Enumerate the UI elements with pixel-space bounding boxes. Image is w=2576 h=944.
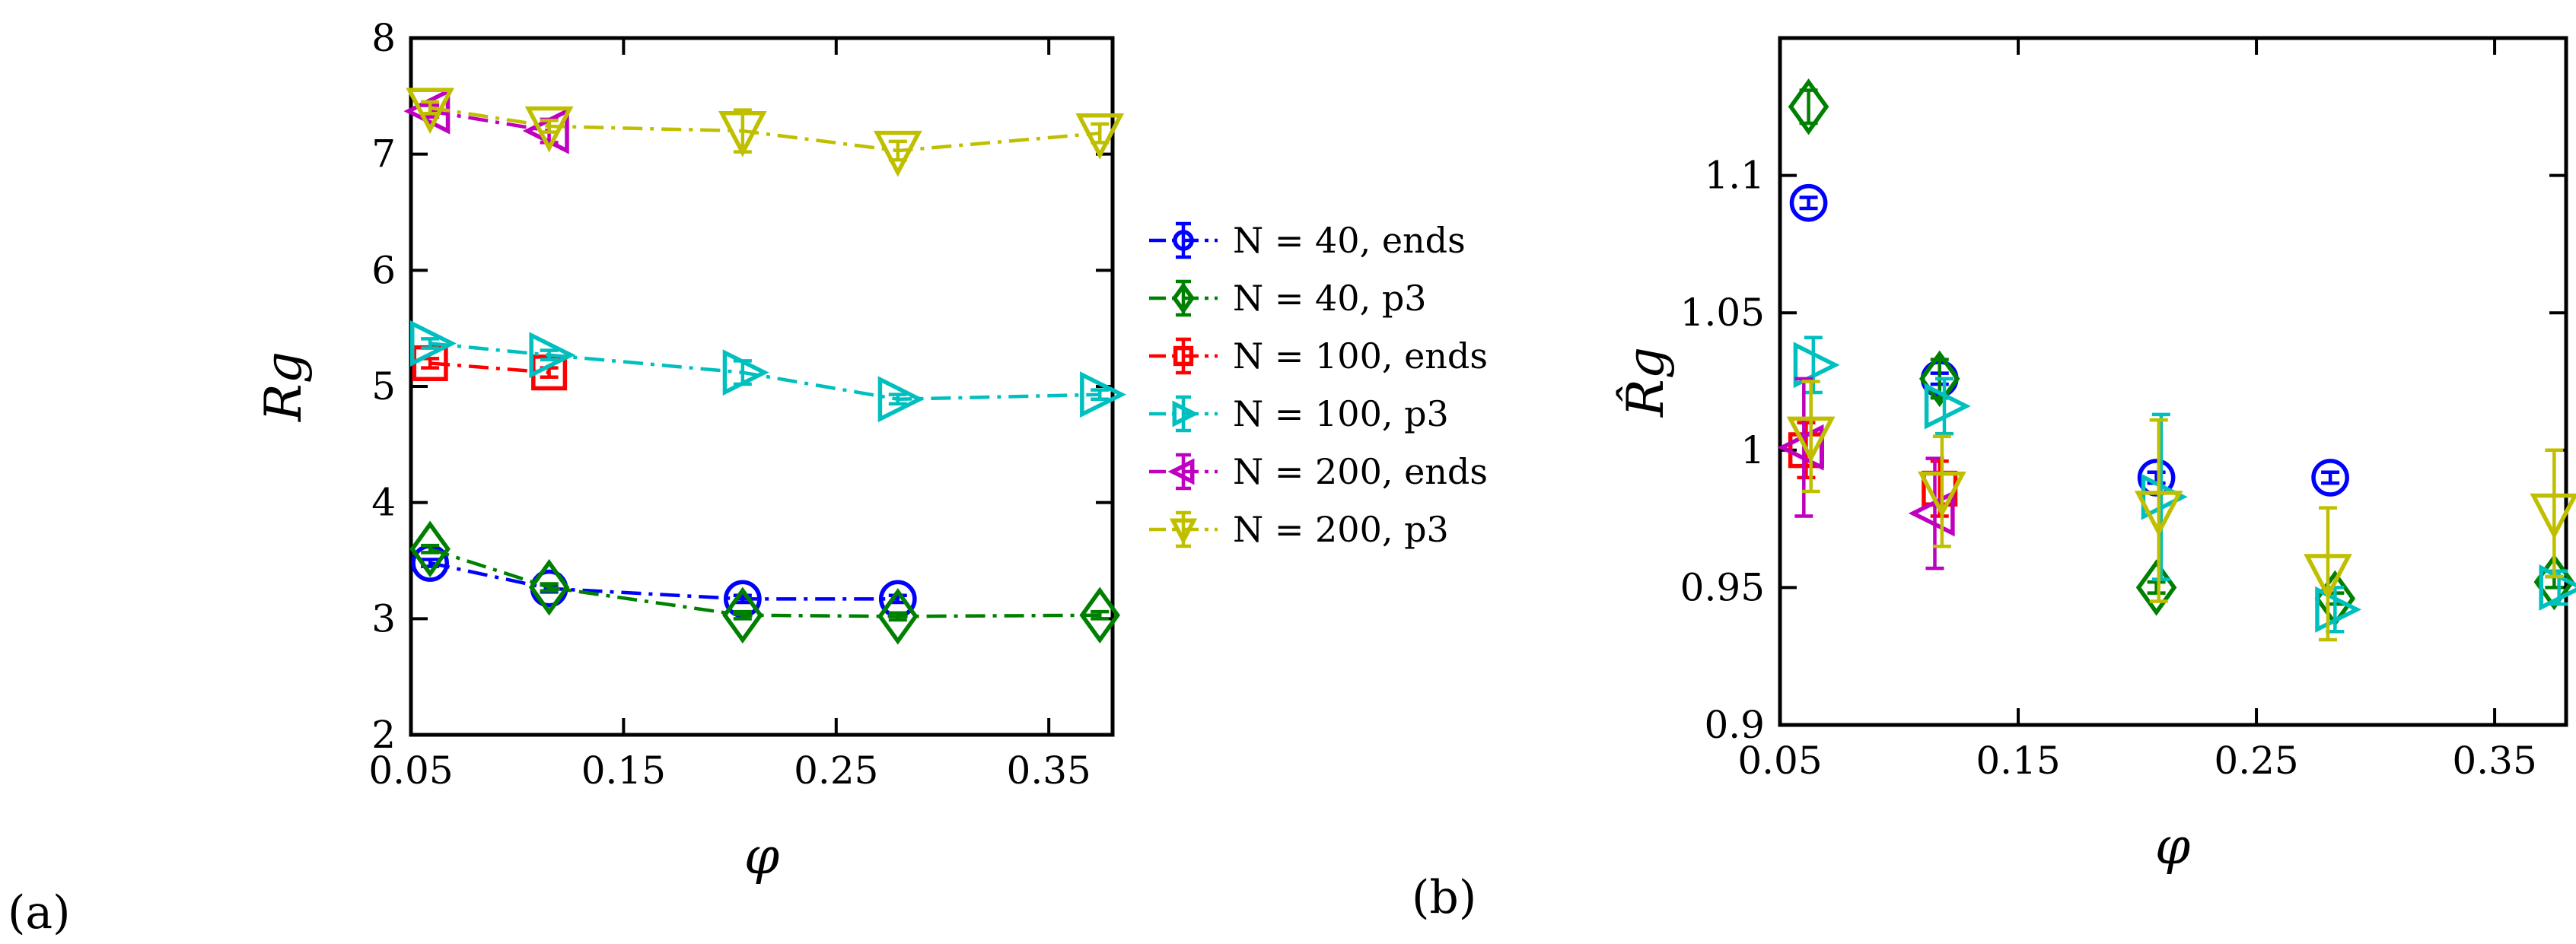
legend-label: N = 200, ends — [1233, 451, 1488, 492]
data-point — [722, 586, 763, 644]
legend-entry: N = 200, p3 — [1149, 509, 1449, 550]
y-axis-label: Rg — [254, 351, 313, 422]
y-tick-label: 0.95 — [1680, 565, 1765, 609]
legend-marker — [1173, 230, 1194, 251]
legend-label: N = 200, p3 — [1233, 509, 1449, 550]
y-tick-label: 6 — [371, 248, 396, 292]
data-point — [722, 349, 769, 396]
x-tick-label: 0.35 — [2452, 739, 2536, 783]
series-square — [1788, 421, 1958, 518]
series-triangle-right — [409, 320, 1126, 423]
data-point — [718, 110, 767, 157]
series-diamond — [409, 520, 1121, 645]
data-point — [2141, 473, 2188, 520]
data-point — [2304, 554, 2352, 600]
x-tick-label: 0.35 — [1007, 749, 1091, 793]
x-tick-label: 0.05 — [368, 749, 453, 793]
data-point — [2134, 491, 2183, 537]
data-point — [2311, 459, 2349, 497]
legend-entry: N = 200, ends — [1149, 451, 1488, 492]
y-tick-label: 4 — [371, 481, 396, 525]
data-point — [524, 106, 574, 153]
legend-marker — [1169, 518, 1198, 545]
series-triangle-right — [1793, 335, 2576, 634]
y-tick-label: 5 — [371, 364, 396, 408]
data-point — [1924, 383, 1971, 430]
y-tick-label: 1.05 — [1680, 291, 1765, 335]
series-line — [429, 547, 1100, 618]
legend-entry: N = 40, p3 — [1149, 278, 1427, 319]
chart-panel-a: 0.05 0.15 0.25 0.35 2 3 4 5 6 7 8 φ Rg — [254, 16, 1126, 885]
data-point — [406, 87, 454, 135]
plot-frame — [1778, 36, 2568, 727]
y-tick-label: 1.1 — [1704, 154, 1765, 198]
data-point — [873, 130, 922, 177]
y-axis-label: R̂g — [1616, 347, 1675, 418]
data-point — [528, 558, 570, 616]
x-tick-label: 0.15 — [581, 749, 666, 793]
x-tick-label: 0.05 — [1737, 739, 1822, 783]
data-point — [1918, 350, 1960, 408]
legend-marker — [1173, 345, 1194, 367]
data-point — [1079, 586, 1121, 644]
x-tick-label: 0.15 — [1976, 739, 2060, 783]
data-point — [1793, 342, 1840, 389]
data-point — [1786, 416, 1836, 463]
x-tick-label: 0.25 — [794, 749, 878, 793]
series-circle — [1789, 183, 2349, 497]
chart-panel-b: 0.05 0.15 0.25 0.35 0.9 0.95 1 1.05 1.1 φ R̂g — [1616, 36, 2576, 876]
legend-marker — [1167, 458, 1195, 485]
x-axis-label: φ — [2155, 817, 2190, 876]
legend: N = 40, ends N = 40, p3 N = 100, ends N = 1… — [1149, 220, 1488, 550]
legend-label: N = 40, p3 — [1233, 278, 1427, 319]
y-tick-label: 7 — [371, 132, 396, 176]
legend-entry: N = 40, ends — [1149, 220, 1466, 261]
y-tick-label: 8 — [371, 16, 396, 60]
legend-label: N = 100, p3 — [1233, 393, 1449, 434]
x-tick-label: 0.25 — [2214, 739, 2298, 783]
series-triangle-down — [1786, 380, 2576, 642]
panel-label-a: (a) — [8, 886, 71, 939]
legend-marker — [1172, 400, 1199, 428]
legend-entry: N = 100, p3 — [1149, 393, 1449, 434]
legend-entry: N = 100, ends — [1149, 335, 1488, 377]
data-point — [1788, 78, 1829, 135]
data-point — [409, 320, 457, 367]
y-tick-label: 1 — [1740, 428, 1765, 472]
legend-marker — [1171, 282, 1196, 314]
series-triangle-left — [1777, 377, 1955, 571]
series-triangle-down — [406, 87, 1125, 177]
data-point — [2530, 493, 2576, 540]
data-point — [1918, 471, 1966, 518]
data-point — [529, 332, 576, 379]
data-point — [1908, 490, 1955, 537]
y-tick-label: 0.9 — [1704, 703, 1765, 747]
y-tick-label: 2 — [371, 713, 396, 757]
data-point — [1789, 183, 1828, 222]
data-point — [1080, 371, 1126, 418]
data-point — [877, 376, 925, 423]
data-point — [409, 520, 451, 577]
data-point — [877, 588, 919, 645]
y-tick-label: 3 — [371, 596, 396, 640]
data-point — [1075, 113, 1125, 160]
panel-label-b: (b) — [1412, 871, 1476, 924]
legend-label: N = 100, ends — [1233, 335, 1488, 377]
x-axis-label: φ — [744, 827, 779, 885]
data-point — [2315, 586, 2362, 633]
plot-frame — [409, 36, 1115, 737]
legend-label: N = 40, ends — [1233, 220, 1466, 261]
series-line — [429, 561, 898, 601]
series-diamond — [1788, 78, 2575, 628]
